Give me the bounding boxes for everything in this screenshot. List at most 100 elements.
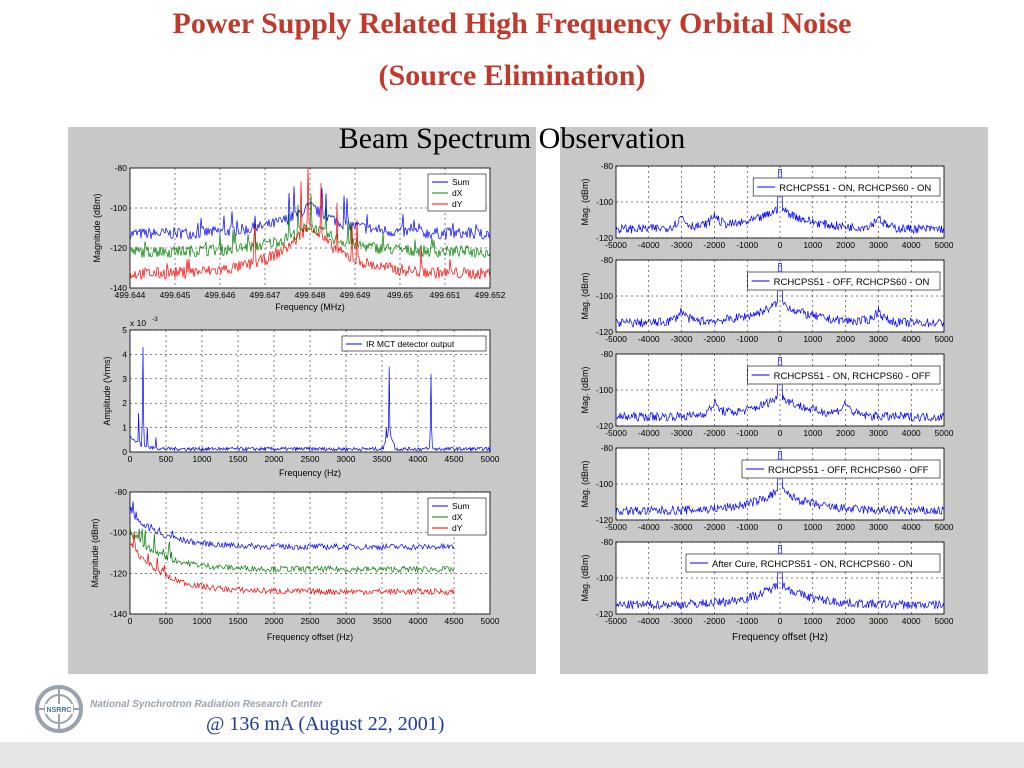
x-tick-label: 0 <box>778 334 783 344</box>
legend-label: RCHCPS51 - ON, RCHCPS60 - ON <box>779 183 931 194</box>
series-line <box>615 263 945 328</box>
series-line <box>615 357 945 422</box>
x-tick-label: -5000 <box>605 334 627 344</box>
y-axis-label: Mag. (dBm) <box>580 460 590 507</box>
series-line <box>129 186 491 240</box>
x-tick-label: 2500 <box>301 616 320 626</box>
series-line <box>615 545 945 611</box>
x-tick-label: 4000 <box>902 522 921 532</box>
x-tick-label: 5000 <box>935 522 954 532</box>
x-tick-label: 499.652 <box>475 290 506 300</box>
x-tick-label: 5000 <box>481 454 500 464</box>
series-line <box>615 169 945 235</box>
y-tick-label: -120 <box>596 421 613 431</box>
y-tick-label: -80 <box>601 537 614 547</box>
y-tick-label: -120 <box>596 233 613 243</box>
x-tick-label: 499.649 <box>340 290 371 300</box>
x-tick-label: 3500 <box>373 454 392 464</box>
y-tick-label: -100 <box>110 528 127 538</box>
y-tick-label: -120 <box>110 568 127 578</box>
legend-box <box>685 553 941 573</box>
x-tick-label: 2000 <box>265 616 284 626</box>
y-tick-label: 1 <box>122 423 127 433</box>
x-tick-label: 2000 <box>836 240 855 250</box>
x-tick-label: -3000 <box>671 616 693 626</box>
x-tick-label: 499.644 <box>115 290 146 300</box>
y-tick-label: -140 <box>110 283 127 293</box>
x-tick-label: 1000 <box>803 616 822 626</box>
y-tick-label: -80 <box>601 255 614 265</box>
exponent-value: -3 <box>152 316 158 323</box>
organization-name: National Synchrotron Radiation Research … <box>90 699 323 710</box>
x-tick-label: 0 <box>778 428 783 438</box>
x-tick-label: 2000 <box>265 454 284 464</box>
legend-label: RCHCPS51 - ON, RCHCPS60 - OFF <box>774 371 931 382</box>
legend-label: dY <box>452 199 463 209</box>
x-tick-label: 5000 <box>935 616 954 626</box>
legend-box <box>341 335 487 352</box>
x-tick-label: -4000 <box>638 616 660 626</box>
x-tick-label: 1000 <box>193 616 212 626</box>
svg-text:NSRRC: NSRRC <box>47 707 72 714</box>
x-tick-label: 1000 <box>803 522 822 532</box>
x-tick-label: 2000 <box>836 616 855 626</box>
footer-band <box>0 742 1024 768</box>
x-tick-label: 499.65 <box>387 290 413 300</box>
series-line <box>129 347 491 452</box>
x-tick-label: 4000 <box>409 454 428 464</box>
x-tick-label: 0 <box>778 522 783 532</box>
nsrrc-logo: NSRRC <box>32 682 86 741</box>
legend-label: dX <box>452 188 463 198</box>
y-tick-label: 4 <box>122 349 127 359</box>
chart-right-4: -5000 -4000 -3000 -2000 -1000 0 1000 2000 3000 40… <box>580 443 954 532</box>
x-tick-label: -5000 <box>605 240 627 250</box>
x-tick-label: 3000 <box>869 334 888 344</box>
y-tick-label: -80 <box>601 443 614 453</box>
legend-box <box>747 365 941 385</box>
y-tick-label: -80 <box>115 487 128 497</box>
series-line <box>129 501 455 551</box>
y-tick-label: -80 <box>601 349 614 359</box>
y-tick-label: -120 <box>596 609 613 619</box>
x-tick-label: 2000 <box>836 428 855 438</box>
footer-note: @ 136 mA (August 22, 2001) <box>206 713 445 735</box>
y-tick-label: -140 <box>110 609 127 619</box>
x-tick-label: 5000 <box>935 334 954 344</box>
chart-right-5: -5000 -4000 -3000 -2000 -1000 0 1000 2000 3000 40… <box>580 537 954 626</box>
x-tick-label: -1000 <box>736 428 758 438</box>
x-tick-label: 499.651 <box>430 290 461 300</box>
series-line <box>129 167 491 281</box>
x-tick-label: -5000 <box>605 522 627 532</box>
x-tick-label: -2000 <box>704 428 726 438</box>
legend-label: RCHCPS51 - OFF, RCHCPS60 - OFF <box>768 465 929 476</box>
x-tick-label: 1500 <box>229 616 248 626</box>
slide-subtitle: Beam Spectrum Observation <box>338 122 686 155</box>
x-tick-label: 4500 <box>445 616 464 626</box>
y-tick-label: 2 <box>122 398 127 408</box>
y-tick-label: 5 <box>122 325 127 335</box>
x-tick-label: 0 <box>128 454 133 464</box>
y-tick-label: -120 <box>596 327 613 337</box>
series-line <box>615 451 945 516</box>
x-tick-label: -4000 <box>638 522 660 532</box>
x-tick-label: 1000 <box>803 334 822 344</box>
chart-top-left: 499.644 499.645 499.646 499.647 499.648 499.6… <box>92 163 506 312</box>
x-tick-label: -2000 <box>704 334 726 344</box>
x-tick-label: 5000 <box>935 240 954 250</box>
x-tick-label: 4000 <box>409 616 428 626</box>
y-tick-label: -100 <box>596 385 613 395</box>
x-tick-label: 4000 <box>902 240 921 250</box>
x-tick-label: 4500 <box>445 454 464 464</box>
x-tick-label: -4000 <box>638 240 660 250</box>
x-tick-label: 499.646 <box>205 290 236 300</box>
x-tick-label: -1000 <box>736 616 758 626</box>
slide-title: Power Supply Related High Frequency Orbi… <box>172 7 852 40</box>
x-tick-label: 2000 <box>836 334 855 344</box>
x-tick-label: 3000 <box>869 428 888 438</box>
x-tick-label: 499.645 <box>160 290 191 300</box>
y-tick-label: -100 <box>596 479 613 489</box>
slide-title-subline: (Source Elimination) <box>378 59 646 92</box>
legend-box <box>741 459 941 479</box>
x-tick-label: 4000 <box>902 428 921 438</box>
x-tick-label: -2000 <box>704 240 726 250</box>
